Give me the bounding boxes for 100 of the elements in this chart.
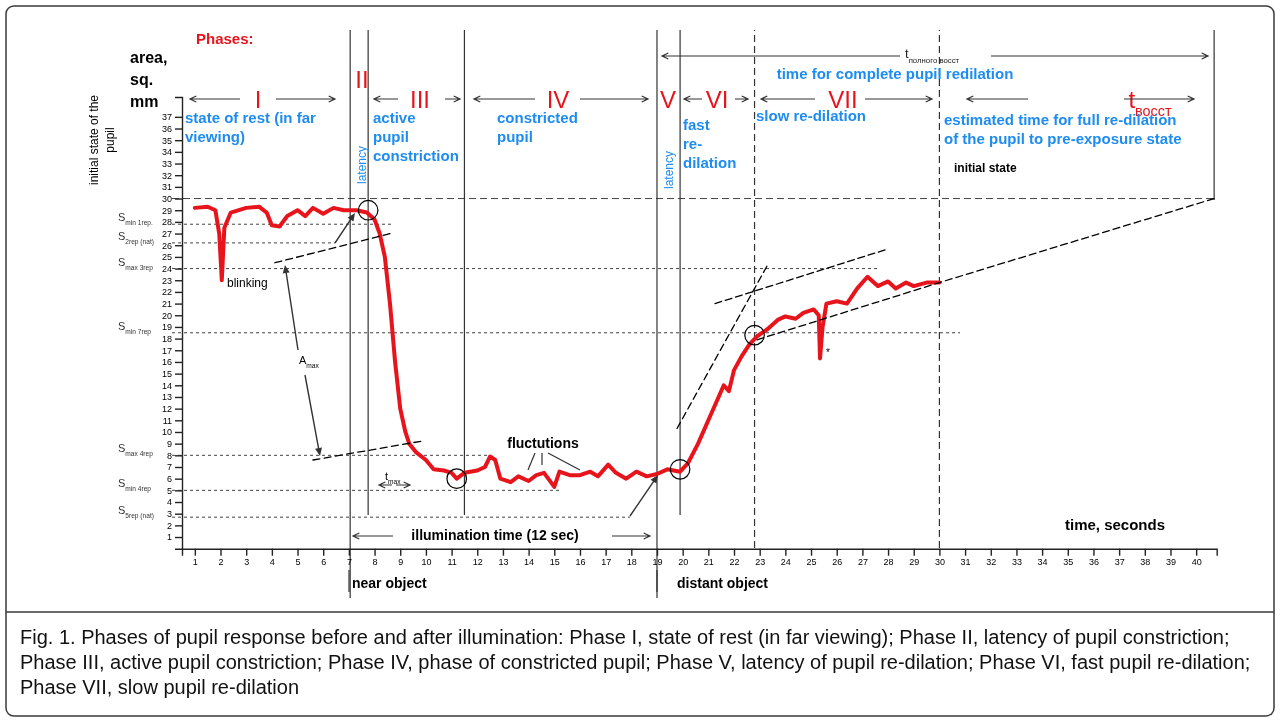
x-tick-label: 12: [472, 557, 483, 568]
x-tick-label: 20: [678, 557, 689, 568]
x-tick-label: 4: [269, 557, 275, 568]
ref-line-label: S$_{5rep (nat)}$: [118, 504, 154, 520]
y-tick-label: 14: [161, 380, 172, 391]
annotation: A$_{max}$: [299, 354, 320, 369]
text: initial state of the pupil: [87, 94, 117, 186]
x-tick-label: 36: [1088, 557, 1099, 568]
x-tick-label: 14: [524, 557, 535, 568]
ref-line-label: S$_{min 1rep.}$: [118, 211, 153, 227]
y-tick-label: 22: [161, 287, 172, 298]
y-tick-label: 27: [161, 228, 172, 239]
x-tick-label: 1: [192, 557, 198, 568]
y-tick-label: 15: [161, 369, 172, 379]
y-tick-label: 17: [161, 345, 172, 356]
text: t$_{полного восст}$: [905, 46, 960, 65]
x-tick-label: 37: [1114, 557, 1125, 568]
x-tick-label: 38: [1140, 557, 1151, 568]
y-tick-label: 2: [166, 520, 172, 531]
ref-line-label: S$_{min 4rep}$: [118, 477, 152, 493]
y-tick-label: 1: [166, 532, 172, 543]
y-tick-label: 6: [166, 474, 172, 485]
y-tick-label: 32: [161, 170, 172, 181]
text: distant object: [677, 575, 769, 591]
ref-line-label: S$_{max 3rep}$: [118, 255, 154, 272]
text: II: [355, 66, 369, 93]
x-tick-label: 7: [346, 557, 352, 568]
x-tick-label: 25: [806, 557, 817, 568]
text: Phases:: [196, 30, 254, 47]
x-tick-label: 11: [447, 557, 457, 568]
y-tick-label: 23: [161, 275, 172, 286]
y-tick-label: 13: [161, 392, 172, 403]
y-tick-label: 37: [161, 112, 172, 123]
y-tick-label: 19: [161, 322, 172, 333]
annotation: slow re-dilation: [756, 107, 867, 124]
annotation: latency: [355, 145, 369, 185]
annotation: blinking: [227, 276, 268, 290]
y-tick-label: 24: [161, 263, 172, 274]
x-tick-label: 18: [626, 557, 637, 568]
x-tick-label: 34: [1037, 557, 1048, 568]
y-tick-label: 5: [166, 485, 172, 496]
annotation: illumination time (12 sec): [411, 527, 579, 543]
y-tick-label: 26: [161, 240, 172, 251]
x-tick-label: 28: [883, 557, 894, 568]
x-tick-label: 3: [244, 557, 250, 568]
text: time for complete pupil redilation: [776, 65, 1014, 82]
y-tick-label: 12: [161, 404, 172, 415]
x-tick-label: 23: [755, 557, 766, 568]
annotation: fast re-dilation: [683, 116, 737, 171]
y-tick-label: 18: [161, 333, 172, 344]
caption: Fig. 1. Phases of pupil response before and after illumination: Phase I, state of rest (in far viewing); Phase II, latency of pupil constriction; Phase III, active pupil constriction; Phase IV, phase of constricted pupil; Phase V, latency of pupil re-dilation; Phase VI, fast pupil re-dilation; Phase VII, slow pupil re-dilation: [20, 626, 1251, 698]
annotation: t$_{max}$: [385, 470, 402, 485]
y-tick-label: 31: [161, 182, 172, 193]
x-tick-label: 27: [857, 557, 868, 568]
y-tick-label: 25: [161, 252, 172, 263]
y-tick-label: 4: [166, 497, 172, 508]
y-tick-label: 30: [161, 193, 172, 204]
x-tick-label: 2: [218, 557, 224, 568]
y-tick-label: 20: [161, 310, 172, 321]
x-tick-label: 19: [652, 557, 663, 568]
ref-line-label: S$_{min 7rep}$: [118, 319, 152, 336]
y-tick-label: 16: [161, 357, 172, 368]
y-tick-label: 33: [161, 158, 172, 169]
y-tick-label: 35: [161, 135, 172, 146]
x-tick-label: 33: [1011, 557, 1022, 568]
y-tick-label: 3: [166, 509, 172, 520]
x-tick-label: 26: [832, 557, 843, 568]
y-tick-label: 9: [166, 439, 172, 450]
x-tick-label: 29: [909, 557, 920, 568]
annotation: V: [659, 86, 677, 113]
x-tick-label: 32: [986, 557, 997, 568]
y-tick-label: 34: [161, 147, 172, 158]
y-tick-label: 8: [166, 450, 172, 461]
x-tick-label: 40: [1191, 557, 1202, 568]
x-tick-label: 8: [372, 557, 378, 568]
x-tick-label: 35: [1063, 557, 1074, 568]
x-tick-label: 16: [575, 557, 586, 568]
ref-line-label: S$_{2rep (nat)}$: [118, 229, 154, 246]
annotation: initial state: [954, 161, 1018, 175]
y-tick-label: 7: [166, 462, 172, 473]
y-tick-label: 29: [161, 205, 172, 216]
x-axis-title: time, seconds: [1064, 516, 1166, 533]
x-tick-label: 21: [703, 557, 714, 568]
y-tick-label: 10: [161, 427, 172, 438]
x-tick-label: 15: [549, 557, 560, 568]
annotation: VI: [705, 86, 729, 113]
x-tick-label: 5: [295, 557, 301, 568]
x-tick-label: 39: [1165, 557, 1176, 568]
x-tick-label: 24: [780, 557, 791, 568]
x-tick-label: 30: [934, 557, 945, 568]
x-tick-label: 13: [498, 557, 509, 568]
x-tick-label: 22: [729, 557, 740, 568]
x-tick-label: 17: [601, 557, 612, 568]
y-tick-label: 28: [161, 217, 172, 228]
y-axis-title: area, sq. mm: [130, 49, 168, 110]
x-tick-label: 6: [321, 557, 327, 568]
annotation: *: [826, 347, 830, 358]
x-tick-label: 31: [960, 557, 971, 568]
annotation: latency: [662, 150, 676, 190]
x-tick-label: 10: [421, 557, 432, 568]
